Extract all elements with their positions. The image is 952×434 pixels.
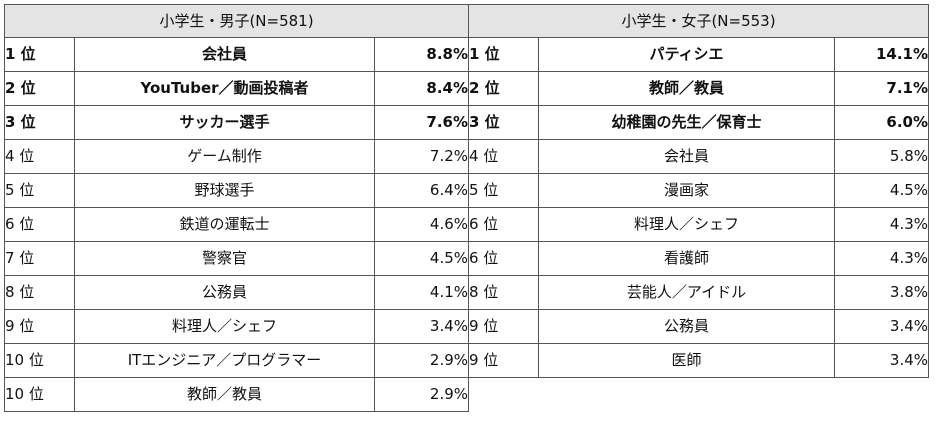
- rank-cell: 10 位: [4, 377, 75, 412]
- rank-cell: 1 位: [468, 37, 539, 72]
- girls-table-row: 9 位医師 3.4%: [468, 343, 930, 378]
- percentage-cell: 14.1%: [833, 37, 930, 72]
- boys-table-row: 8 位公務員 4.1%: [4, 275, 470, 310]
- boys-header-row: 小学生・男子(N=581): [3, 4, 470, 38]
- job-cell: 警察官: [74, 241, 375, 276]
- rank-cell: 3 位: [468, 105, 539, 140]
- percentage-cell: 6.0%: [833, 105, 930, 140]
- job-cell: 教師／教員: [538, 71, 835, 106]
- rank-cell: 7 位: [4, 241, 75, 276]
- rank-cell: 2 位: [468, 71, 539, 106]
- job-cell: 公務員: [538, 309, 835, 344]
- boys-table-row: 10 位教師／教員 2.9%: [4, 377, 470, 412]
- percentage-cell: 4.3%: [833, 241, 930, 276]
- job-cell: ゲーム制作: [74, 139, 375, 174]
- rank-cell: 5 位: [4, 173, 75, 208]
- boys-table-row: 1 位会社員 8.8%: [4, 37, 470, 72]
- girls-table-row: 6 位料理人／シェフ 4.3%: [468, 207, 930, 242]
- boys-table-row: 3 位サッカー選手 7.6%: [4, 105, 470, 140]
- boys-table-row: 10 位 ITエンジニア／プログラマー 2.9%: [4, 343, 470, 378]
- rank-cell: 6 位: [4, 207, 75, 242]
- job-cell: 料理人／シェフ: [538, 207, 835, 242]
- job-cell: 漫画家: [538, 173, 835, 208]
- rank-cell: 9 位: [4, 309, 75, 344]
- job-cell: 教師／教員: [74, 377, 375, 412]
- job-cell: 看護師: [538, 241, 835, 276]
- girls-table-row: 8 位芸能人／アイドル 3.8%: [468, 275, 930, 310]
- girls-table-row: 5 位漫画家 4.5%: [468, 173, 930, 208]
- percentage-cell: 7.6%: [373, 105, 470, 140]
- boys-table-row: 4 位ゲーム制作 7.2%: [4, 139, 470, 174]
- percentage-cell: 8.4%: [373, 71, 470, 106]
- girls-table-row: 3 位幼稚園の先生／保育士 6.0%: [468, 105, 930, 140]
- job-cell: 会社員: [74, 37, 375, 72]
- job-cell: 野球選手: [74, 173, 375, 208]
- girls-ranking-table: 小学生・女子(N=553) 1 位パティシエ 14.1% 2 位教師／教員 7.1% 3…: [467, 4, 930, 378]
- girls-table-row: 4 位会社員 5.8%: [468, 139, 930, 174]
- percentage-cell: 4.5%: [373, 241, 470, 276]
- rank-cell: 3 位: [4, 105, 75, 140]
- percentage-cell: 3.4%: [833, 309, 930, 344]
- rank-cell: 2 位: [4, 71, 75, 106]
- job-cell: 芸能人／アイドル: [538, 275, 835, 310]
- rank-cell: 10 位: [4, 343, 75, 378]
- girls-header-row: 小学生・女子(N=553): [467, 4, 930, 38]
- job-cell: 公務員: [74, 275, 375, 310]
- percentage-cell: 3.4%: [373, 309, 470, 344]
- job-cell: 医師: [538, 343, 835, 378]
- rank-cell: 6 位: [468, 207, 539, 242]
- rank-cell: 4 位: [4, 139, 75, 174]
- rank-cell: 8 位: [4, 275, 75, 310]
- rank-cell: 1 位: [4, 37, 75, 72]
- boys-table-row: 7 位警察官 4.5%: [4, 241, 470, 276]
- percentage-cell: 4.1%: [373, 275, 470, 310]
- percentage-cell: 7.1%: [833, 71, 930, 106]
- boys-ranking-table: 小学生・男子(N=581) 1 位会社員 8.8% 2 位 YouTuber／動画投稿…: [3, 4, 470, 412]
- rank-cell: 5 位: [468, 173, 539, 208]
- percentage-cell: 4.3%: [833, 207, 930, 242]
- percentage-cell: 2.9%: [373, 377, 470, 412]
- job-cell: サッカー選手: [74, 105, 375, 140]
- percentage-cell: 7.2%: [373, 139, 470, 174]
- girls-table-row: 6 位看護師 4.3%: [468, 241, 930, 276]
- girls-table-row: 1 位パティシエ 14.1%: [468, 37, 930, 72]
- rank-cell: 9 位: [468, 343, 539, 378]
- girls-table-row: 9 位公務員 3.4%: [468, 309, 930, 344]
- percentage-cell: 6.4%: [373, 173, 470, 208]
- job-cell: YouTuber／動画投稿者: [74, 71, 375, 106]
- job-cell: 鉄道の運転士: [74, 207, 375, 242]
- boys-table-row: 5 位野球選手 6.4%: [4, 173, 470, 208]
- percentage-cell: 3.4%: [833, 343, 930, 378]
- girls-table-row: 2 位教師／教員 7.1%: [468, 71, 930, 106]
- job-cell: ITエンジニア／プログラマー: [74, 343, 375, 378]
- girls-rows: 1 位パティシエ 14.1% 2 位教師／教員 7.1% 3 位幼稚園の先生／保育士 6.…: [468, 37, 930, 378]
- boys-table-row: 9 位料理人／シェフ 3.4%: [4, 309, 470, 344]
- job-cell: 会社員: [538, 139, 835, 174]
- percentage-cell: 8.8%: [373, 37, 470, 72]
- percentage-cell: 4.5%: [833, 173, 930, 208]
- job-cell: 幼稚園の先生／保育士: [538, 105, 835, 140]
- percentage-cell: 2.9%: [373, 343, 470, 378]
- rank-cell: 6 位: [468, 241, 539, 276]
- percentage-cell: 4.6%: [373, 207, 470, 242]
- rank-cell: 9 位: [468, 309, 539, 344]
- boys-rows: 1 位会社員 8.8% 2 位 YouTuber／動画投稿者 8.4% 3 位サッカー選手…: [4, 37, 470, 412]
- percentage-cell: 3.8%: [833, 275, 930, 310]
- girls-table-title: 小学生・女子(N=553): [467, 4, 930, 38]
- rank-cell: 4 位: [468, 139, 539, 174]
- boys-table-row: 6 位鉄道の運転士 4.6%: [4, 207, 470, 242]
- percentage-cell: 5.8%: [833, 139, 930, 174]
- job-cell: パティシエ: [538, 37, 835, 72]
- job-cell: 料理人／シェフ: [74, 309, 375, 344]
- boys-table-row: 2 位 YouTuber／動画投稿者 8.4%: [4, 71, 470, 106]
- rank-cell: 8 位: [468, 275, 539, 310]
- boys-table-title: 小学生・男子(N=581): [3, 4, 470, 38]
